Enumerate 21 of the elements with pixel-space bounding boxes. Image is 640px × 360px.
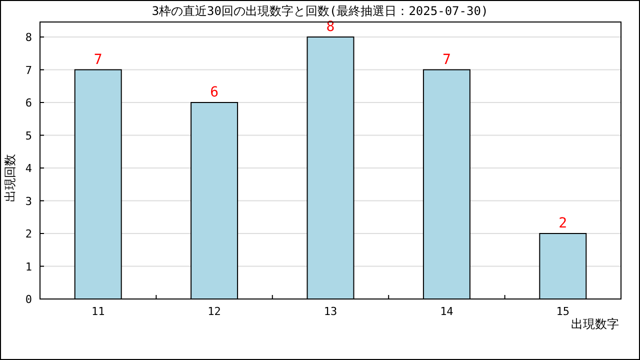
y-axis-title: 出現回数 bbox=[3, 154, 17, 202]
y-tick-label: 4 bbox=[25, 162, 32, 175]
x-tick-label: 14 bbox=[440, 305, 454, 318]
data-label: 7 bbox=[442, 52, 451, 68]
x-tick-label: 15 bbox=[556, 305, 570, 318]
y-tick-label: 7 bbox=[25, 64, 32, 77]
y-tick-label: 1 bbox=[25, 260, 32, 274]
x-axis-title: 出現数字 bbox=[571, 317, 619, 331]
y-tick-label: 3 bbox=[25, 194, 32, 208]
y-tick-label: 5 bbox=[25, 129, 32, 142]
data-label: 2 bbox=[558, 216, 568, 232]
x-tick-label: 12 bbox=[208, 305, 221, 318]
y-tick-label: 6 bbox=[25, 96, 32, 110]
x-tick-label: 11 bbox=[91, 305, 105, 318]
data-label: 7 bbox=[94, 52, 102, 68]
y-tick-label: 0 bbox=[25, 293, 32, 306]
y-tick-label: 2 bbox=[25, 228, 32, 240]
y-tick-label: 8 bbox=[25, 31, 32, 44]
x-tick-label: 13 bbox=[324, 305, 338, 318]
chart-title: 3枠の直近30回の出現数字と回数(最終抽選日：2025-07-30) bbox=[152, 4, 488, 18]
data-label: 6 bbox=[210, 84, 219, 100]
